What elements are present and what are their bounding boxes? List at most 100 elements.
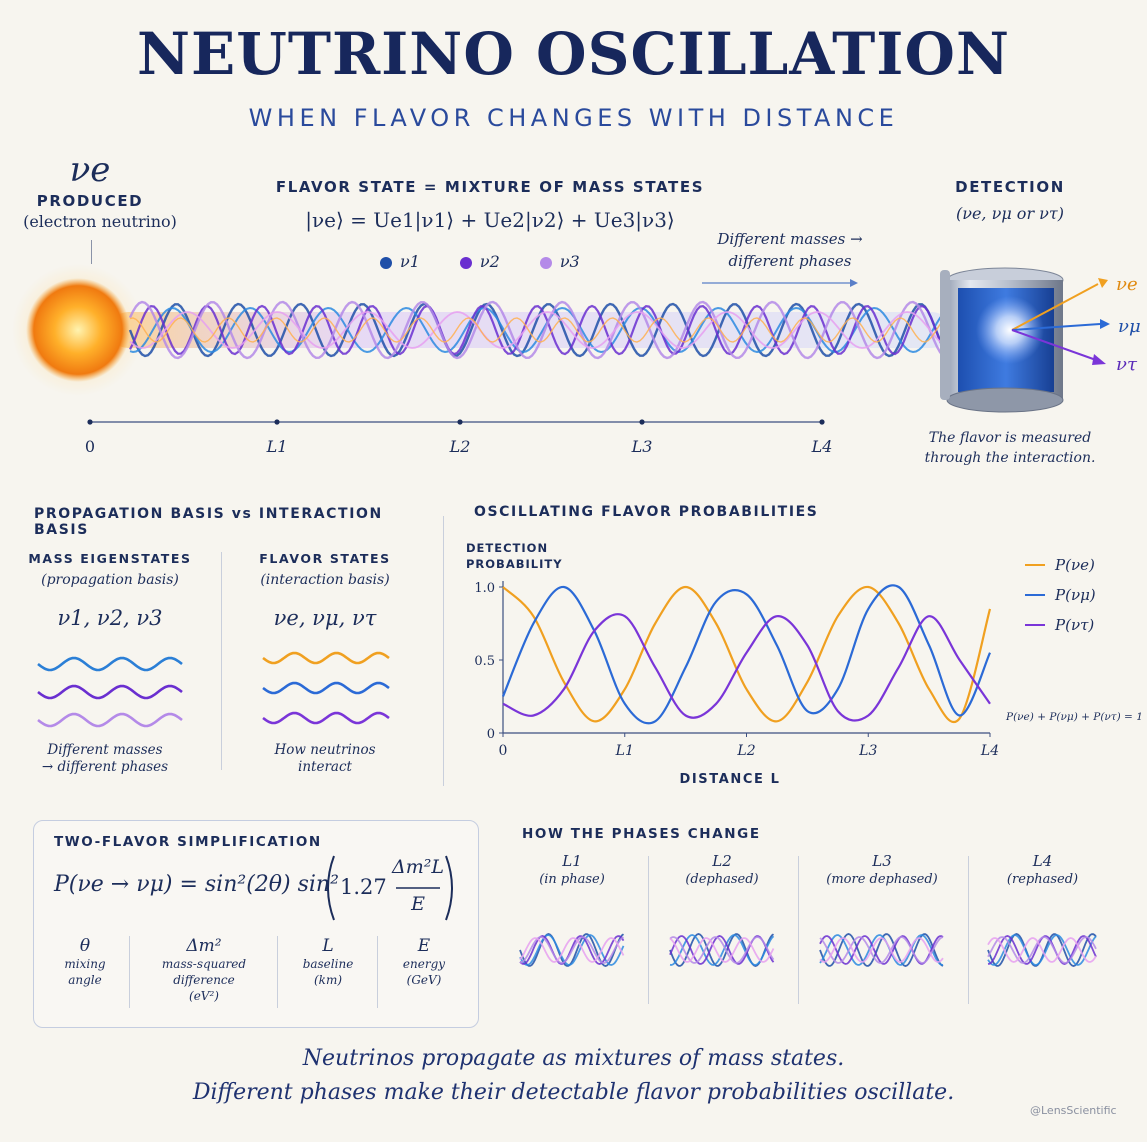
formula-param: Δm² mass-squared difference (eV²) [130, 936, 278, 1004]
legend-dot-icon [380, 256, 392, 269]
two-flavor-panel [33, 820, 479, 1028]
prob-x-tick-label: L3 [858, 743, 877, 759]
distance-tick-label: L4 [811, 437, 833, 456]
beam-wave-6 [129, 317, 944, 343]
legend-label-nu2: ν2 [479, 252, 500, 271]
detection-label: DETECTION [955, 178, 1065, 196]
prob-x-tick-label: 0 [499, 743, 508, 759]
phase-waves [987, 933, 1097, 967]
credit: @LensScientific [1030, 1104, 1117, 1117]
flavor-state-waves [262, 651, 390, 725]
flavor-states-symbols: νe, νμ, ντ [273, 606, 377, 630]
prob-x-tick-label: L1 [615, 743, 634, 759]
prob-xlabel: DISTANCE L [679, 772, 781, 787]
phase-item: L3 (more dephased) [802, 852, 962, 967]
flavor-caption-line2: interact [298, 759, 352, 775]
phase-label: L1 [562, 852, 582, 870]
phase-wave [819, 934, 944, 966]
mass-caption-line2: → different phases [41, 759, 169, 775]
phase-item: L1 (in phase) [502, 852, 642, 967]
phase-wave [519, 933, 625, 967]
legend-item-nu2: ν2 [459, 252, 500, 271]
probability-panel-heading: OSCILLATING FLAVOR PROBABILITIES [474, 504, 819, 520]
phase-wave [819, 937, 944, 963]
distance-axis: 0 L1 L2 L3 L4 [85, 419, 833, 456]
prob-legend-swatch [1025, 563, 1045, 567]
prob-legend-item: P(νμ) [1025, 586, 1140, 604]
prob-x-tick-label: L2 [736, 743, 755, 759]
prob-ylabel-line1: DETECTION [466, 541, 549, 555]
flavor-state-equation: |νe⟩ = Ue1|ν1⟩ + Ue2|ν2⟩ + Ue3|ν3⟩ [305, 208, 675, 232]
distance-tick-dot [639, 419, 645, 425]
flavor-wave-3 [262, 711, 390, 725]
prob-legend-label: P(νe) [1055, 556, 1095, 574]
phases-panel-heading: HOW THE PHASES CHANGE [522, 826, 761, 842]
formula-param-symbol: θ [79, 936, 91, 956]
detector-tank-icon [940, 267, 1064, 413]
page-subtitle: WHEN FLAVOR CHANGES WITH DISTANCE [248, 104, 899, 132]
formula-param-desc: baseline [302, 957, 354, 971]
param-divider [377, 936, 378, 1008]
formula-param-symbol: L [322, 936, 334, 956]
detector-outputs [1011, 278, 1110, 365]
prob-legend-label: P(νμ) [1055, 586, 1096, 604]
basis-divider [221, 552, 222, 770]
distance-tick-label: L1 [266, 437, 288, 456]
phase-divider [648, 856, 649, 1004]
phase-wave [669, 934, 775, 966]
output-numu: νμ [1118, 316, 1141, 337]
prob-series-line-2 [501, 584, 992, 725]
flavor-state-heading: FLAVOR STATE = MIXTURE OF MASS STATES [275, 178, 705, 196]
prob-legend-item: P(νe) [1025, 556, 1140, 574]
flavor-wave-1 [262, 651, 390, 665]
phase-item: L4 (rephased) [970, 852, 1115, 967]
distance-tick-dot [819, 419, 825, 425]
section-divider [443, 516, 444, 786]
formula-param-desc: angle [68, 973, 102, 987]
phase-divider [798, 856, 799, 1004]
flavor-states-subtitle: (interaction basis) [260, 572, 390, 588]
two-flavor-lhs: P(νe → νμ) = sin²(2θ) sin² [54, 872, 339, 897]
beam-annotation-arrow-icon [702, 279, 858, 287]
prob-legend-swatch [1025, 623, 1045, 627]
beam-annotation-line2: different phases [728, 252, 852, 270]
prob-legend-swatch [1025, 593, 1045, 597]
beam-annotation-line1: Different masses → [717, 230, 863, 248]
detection-note-line2: through the interaction. [924, 450, 1096, 466]
formula-param-desc: mixing [64, 957, 106, 971]
formula-param-desc: (eV²) [189, 989, 219, 1003]
legend-dot-icon [459, 256, 472, 269]
legend-label-nu1: ν1 [400, 252, 420, 271]
mass-eigenstates-subtitle: (propagation basis) [41, 572, 179, 588]
legend-label-nu3: ν3 [559, 252, 580, 271]
probability-chart: 0 0.5 1.0 0 L1 L2 L3 L4 [474, 581, 999, 759]
flavor-wave-2 [262, 681, 390, 695]
mass-wave-1 [37, 656, 183, 672]
beam-diagram: νe νμ ντ [12, 264, 1141, 413]
phase-desc: (rephased) [1006, 872, 1079, 887]
phase-wave [819, 936, 944, 964]
formula-numerator: Δm²L [392, 856, 444, 878]
distance-tick-dot [274, 419, 280, 425]
phase-waves [819, 933, 944, 967]
prob-series-line-3 [502, 613, 991, 722]
prob-series-line-1 [502, 585, 992, 724]
phase-desc: (more dephased) [826, 872, 938, 887]
sun-icon [26, 278, 130, 382]
formula-param-desc: mass-squared [161, 957, 247, 971]
distance-tick-label: 0 [85, 437, 95, 456]
formula-denominator: E [411, 893, 425, 915]
prob-legend: P(νe) P(νμ) P(ντ) [1025, 556, 1140, 646]
formula-param-symbol: Δm² [186, 936, 222, 956]
mass-caption-line1: Different masses [47, 742, 163, 758]
phase-wave [987, 937, 1097, 963]
flavor-states-title: FLAVOR STATES [259, 551, 391, 566]
distance-tick-dot [87, 419, 93, 425]
detection-note-line1: The flavor is measured [928, 430, 1092, 446]
output-nutau: ντ [1116, 354, 1138, 375]
prob-y-tick-label: 1.0 [474, 581, 495, 596]
source-symbol: νe [69, 150, 111, 190]
phase-desc: (in phase) [539, 872, 605, 887]
